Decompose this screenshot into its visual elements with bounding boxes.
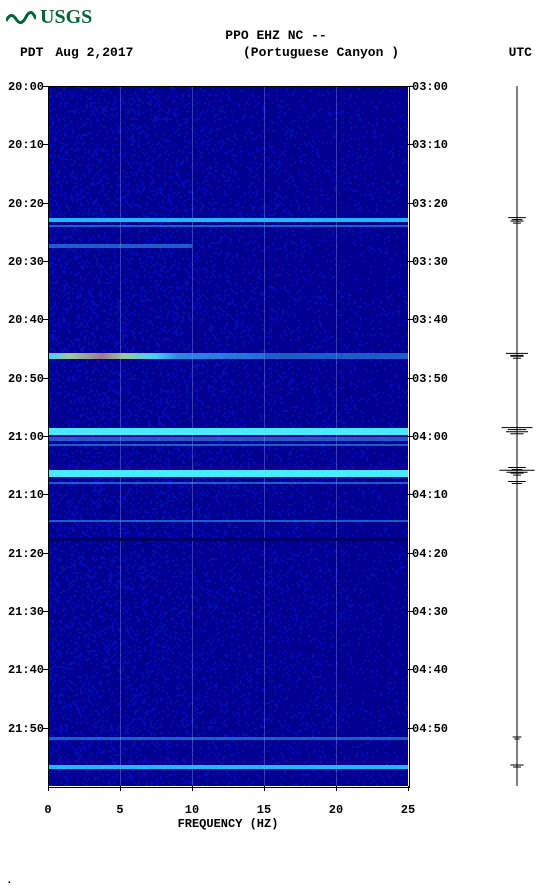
y-right-tick: [408, 319, 413, 320]
y-right-tick: [408, 261, 413, 262]
gridline-vertical: [264, 86, 265, 786]
y-left-tick-label: 21:10: [0, 488, 44, 502]
spectrogram-band: [48, 482, 408, 484]
y-right-tick-label: 04:00: [412, 430, 462, 444]
waveform-track: [492, 86, 542, 786]
spectrogram-band: [48, 470, 408, 477]
x-tick-label: 0: [38, 803, 58, 817]
y-right-tick: [408, 144, 413, 145]
gridline-vertical: [336, 86, 337, 786]
y-right-tick: [408, 436, 413, 437]
y-left-tick: [43, 728, 48, 729]
y-right-tick-label: 03:00: [412, 80, 462, 94]
x-tick: [120, 786, 121, 791]
usgs-logo: USGS: [6, 6, 92, 29]
x-tick: [408, 786, 409, 791]
y-right-tick-label: 04:30: [412, 605, 462, 619]
gridline-vertical: [120, 86, 121, 786]
spectrogram-band: [48, 737, 408, 740]
footer-mark: .: [6, 875, 13, 887]
y-right-tick: [408, 378, 413, 379]
y-right-tick-label: 03:10: [412, 138, 462, 152]
tz-right-label: UTC: [509, 45, 532, 62]
spectrogram-band: [48, 225, 408, 227]
y-right-tick: [408, 203, 413, 204]
usgs-wave-icon: [6, 9, 36, 27]
y-left-tick-label: 21:20: [0, 547, 44, 561]
y-right-tick: [408, 611, 413, 612]
y-left-tick-label: 21:00: [0, 430, 44, 444]
spectrogram-overlay: [48, 86, 408, 786]
waveform-svg: [492, 86, 542, 786]
y-left-tick-label: 20:30: [0, 255, 44, 269]
x-tick-label: 20: [326, 803, 346, 817]
y-right-tick-label: 04:20: [412, 547, 462, 561]
chart-header: PPO EHZ NC -- PDT Aug 2,2017 (Portuguese…: [0, 28, 552, 62]
y-left-tick: [43, 86, 48, 87]
y-left-tick-label: 21:40: [0, 663, 44, 677]
spectrogram-band: [48, 520, 408, 522]
y-right-tick-label: 04:40: [412, 663, 462, 677]
spectrogram-band: [48, 218, 408, 223]
y-left-tick-label: 21:50: [0, 722, 44, 736]
spectrogram-band: [48, 444, 408, 446]
y-left-tick-label: 20:00: [0, 80, 44, 94]
x-tick: [264, 786, 265, 791]
y-left-tick: [43, 319, 48, 320]
x-tick-label: 10: [182, 803, 202, 817]
y-right-tick-label: 04:50: [412, 722, 462, 736]
spectrogram-band: [48, 538, 408, 542]
x-tick: [336, 786, 337, 791]
chart-title: PPO EHZ NC --: [0, 28, 552, 45]
y-left-tick-label: 20:40: [0, 313, 44, 327]
y-right-tick-label: 03:40: [412, 313, 462, 327]
y-right-tick-label: 03:20: [412, 197, 462, 211]
y-right-tick: [408, 86, 413, 87]
y-left-tick-label: 20:50: [0, 372, 44, 386]
spectrogram-band: [48, 244, 192, 248]
x-tick-label: 5: [110, 803, 130, 817]
y-right-tick: [408, 494, 413, 495]
y-right-tick: [408, 669, 413, 670]
y-left-tick: [43, 436, 48, 437]
y-left-tick: [43, 553, 48, 554]
tz-left-label: PDT: [20, 45, 43, 62]
spectrogram-band: [48, 765, 408, 769]
x-tick-label: 15: [254, 803, 274, 817]
y-right-tick: [408, 553, 413, 554]
y-left-tick: [43, 378, 48, 379]
y-left-tick: [43, 494, 48, 495]
spectrogram-band: [48, 428, 408, 435]
x-tick: [48, 786, 49, 791]
spectrogram-plot: [48, 86, 408, 786]
y-left-tick-label: 21:30: [0, 605, 44, 619]
y-left-tick: [43, 203, 48, 204]
y-right-tick-label: 04:10: [412, 488, 462, 502]
y-left-tick-label: 20:10: [0, 138, 44, 152]
y-right-tick: [408, 728, 413, 729]
y-left-tick: [43, 144, 48, 145]
date-label: Aug 2,2017: [55, 45, 133, 62]
y-right-tick-label: 03:30: [412, 255, 462, 269]
y-left-tick-label: 20:20: [0, 197, 44, 211]
spectrogram-band: [48, 437, 408, 441]
x-axis-title: FREQUENCY (HZ): [48, 817, 408, 831]
x-tick-label: 25: [398, 803, 418, 817]
gridline-vertical: [192, 86, 193, 786]
y-left-tick: [43, 261, 48, 262]
x-tick: [192, 786, 193, 791]
spectrogram-band: [48, 353, 408, 359]
y-right-tick-label: 03:50: [412, 372, 462, 386]
station-label: (Portuguese Canyon ): [243, 45, 399, 62]
y-left-tick: [43, 669, 48, 670]
y-left-tick: [43, 611, 48, 612]
usgs-logo-text: USGS: [40, 6, 92, 29]
